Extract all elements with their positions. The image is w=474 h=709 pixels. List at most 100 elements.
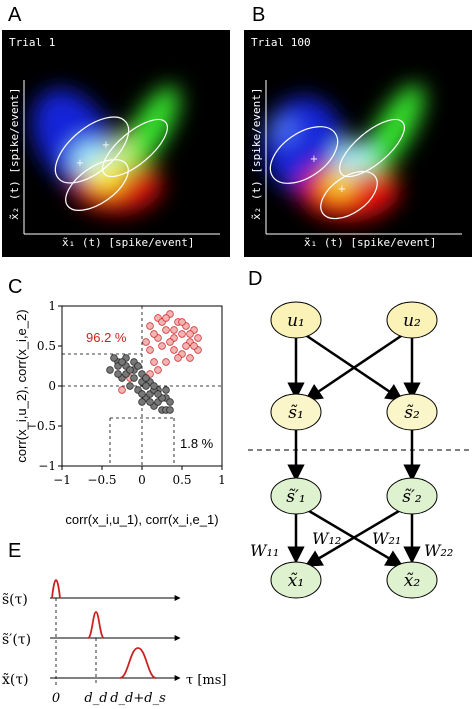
svg-text:+: +: [338, 184, 346, 195]
x-axis-label-a: x̃₁ (t) [spike/event]: [62, 236, 195, 249]
node-label-u2: u₂: [403, 311, 421, 331]
scatter-point-red: [186, 354, 194, 362]
panel-letter-d: D: [248, 268, 263, 290]
node-x1: [270, 561, 322, 599]
scatter-point-red: [142, 338, 150, 346]
svg-text:+: +: [310, 154, 318, 165]
scatter-point-gray: [134, 362, 142, 370]
scatter-point-red: [194, 334, 202, 342]
scatter-point-gray: [126, 382, 134, 390]
x-tick-label: −1: [53, 473, 71, 487]
scatter-point-red: [162, 358, 170, 366]
scatter-y-label: corr(x_i,u_2), corr(x_i,e_2): [14, 309, 29, 462]
node-label-sp2: s̃′₂: [402, 487, 422, 507]
scatter-point-gray: [138, 398, 146, 406]
scatter-point-gray: [138, 390, 146, 398]
scatter-point-red: [178, 318, 186, 326]
weight-label-w22: W₂₂: [424, 541, 453, 560]
scatter-point-red: [158, 342, 166, 350]
x-tick-label: 1: [218, 473, 226, 487]
node-s2: [386, 393, 438, 431]
trial-label-b: Trial 100: [251, 36, 311, 49]
x-tick-label: 0: [138, 473, 146, 487]
scatter-point-red: [146, 346, 154, 354]
scatter-point-red: [174, 354, 182, 362]
y-axis-label-a: x̃₂ (t) [spike/event]: [8, 87, 21, 220]
panel-letter-a: A: [8, 4, 22, 26]
pulse-sp: [87, 611, 105, 639]
row-label-x: x̃(τ): [2, 672, 29, 688]
edge-u2-s1: [304, 332, 405, 402]
scatter-point-gray: [142, 374, 150, 382]
panel-e-timing-chart: s̃(τ) s̃′(τ) x̃(τ) τ [ms] 0 d_d d_d+d_s: [2, 579, 226, 706]
scatter-point-red: [150, 358, 158, 366]
panel-d-network-diagram: u₁ u₂ s̃₁ s̃₂ s̃′₁ s̃′₂ x̃₁ x̃₂ W₁₁ W₁₂ …: [248, 301, 472, 599]
scatter-point-red: [150, 330, 158, 338]
scatter-point-gray: [162, 386, 170, 394]
node-label-x1: x̃₁: [288, 571, 304, 591]
y-tick-label: 1: [48, 299, 56, 313]
y-tick-label: 0: [48, 379, 56, 393]
scatter-point-red: [146, 322, 154, 330]
panel-letter-b: B: [252, 4, 266, 26]
node-s1: [270, 393, 322, 431]
scatter-point-gray: [106, 366, 114, 374]
panel-c-scatter-chart: −1−1 −0.5 −0.5 0 0 0.5 0.5 1 1 96.2 % 1.8 % corr…: [14, 299, 226, 527]
panel-b-density-plot: + + Trial 100 x̃₁ (t) [spike/event] x̃₂ …: [244, 30, 472, 257]
e-x-axis-label: τ [ms]: [186, 673, 226, 688]
annotation-1-8-percent: 1.8 %: [180, 436, 214, 451]
x-tick-label: 0.5: [172, 473, 191, 487]
panel-a-density-plot: + + Trial 1 x̃₁ (t) [spike/event] x̃₂ (t…: [2, 30, 230, 257]
row-label-sp: s̃′(τ): [2, 632, 31, 648]
y-tick-label: 0.5: [37, 339, 56, 353]
scatter-x-label: corr(x_i,u_1), corr(x_i,e_1): [65, 512, 218, 527]
scatter-point-red: [190, 342, 198, 350]
scatter-point-red: [170, 346, 178, 354]
scatter-point-red: [186, 330, 194, 338]
trial-label-a: Trial 1: [9, 36, 56, 49]
annotation-96-percent: 96.2 %: [86, 330, 127, 345]
scatter-point-gray: [146, 398, 154, 406]
x-axis-label-b: x̃₁ (t) [spike/event]: [304, 236, 437, 249]
panel-b-svg: + +: [264, 80, 462, 235]
node-u1: [270, 301, 322, 339]
scatter-point-gray: [150, 382, 158, 390]
scatter-point-gray: [142, 382, 150, 390]
scatter-point-gray: [126, 366, 134, 374]
row-label-s: s̃(τ): [2, 592, 28, 608]
y-axis-label-b: x̃₂ (t) [spike/event]: [250, 87, 263, 220]
scatter-point-gray: [166, 398, 174, 406]
scatter-point-gray: [118, 358, 126, 366]
pulse-s: [51, 579, 61, 599]
node-x2: [386, 561, 438, 599]
e-tick-dd-ds: d_d+d_s: [110, 691, 166, 706]
node-sp1: [270, 477, 322, 515]
weight-label-w21: W₂₁: [372, 529, 401, 548]
e-tick-dd: d_d: [84, 691, 107, 706]
scatter-point-red: [178, 330, 186, 338]
scatter-point-red: [162, 314, 170, 322]
weight-label-w11: W₁₁: [250, 541, 279, 560]
scatter-point-gray: [154, 390, 162, 398]
scatter-point-red: [162, 326, 170, 334]
scatter-point-red: [182, 342, 190, 350]
weight-label-w12: W₁₂: [312, 529, 341, 548]
pulse-x: [119, 647, 157, 679]
scatter-point-red: [170, 326, 178, 334]
edge-w21: [304, 506, 405, 568]
y-tick-label: −1: [38, 459, 56, 473]
svg-text:+: +: [102, 140, 110, 151]
node-label-u1: u₁: [287, 311, 305, 331]
scatter-point-gray: [130, 374, 138, 382]
node-label-x2: x̃₂: [404, 571, 421, 591]
scatter-point-gray: [110, 354, 118, 362]
panel-letter-c: C: [8, 276, 23, 298]
node-sp2: [386, 477, 438, 515]
node-label-s1: s̃₁: [288, 403, 304, 423]
panel-letter-e: E: [8, 540, 22, 562]
svg-text:+: +: [76, 158, 84, 169]
panel-a-svg: + +: [23, 80, 220, 235]
node-label-s2: s̃₂: [404, 403, 420, 423]
node-label-sp1: s̃′₁: [286, 487, 305, 507]
scatter-point-gray: [114, 370, 122, 378]
